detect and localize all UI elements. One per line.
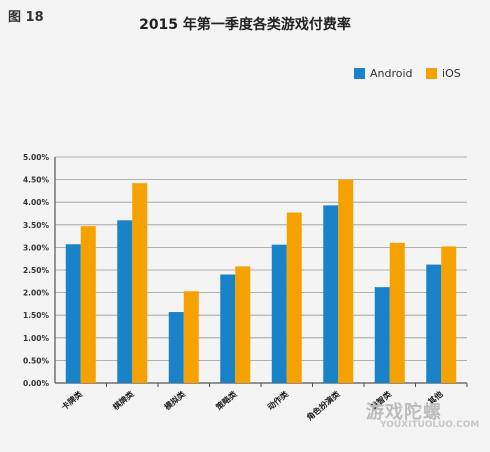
- y-tick-label: 5.00%: [23, 153, 50, 162]
- y-tick-label: 3.00%: [23, 243, 50, 252]
- bar-android: [220, 274, 236, 383]
- bar-ios: [286, 212, 302, 383]
- y-tick-label: 4.00%: [23, 198, 50, 207]
- y-tick-label: 4.50%: [23, 176, 50, 185]
- bar-ios: [441, 246, 457, 383]
- chart-legend: Android iOS: [354, 67, 471, 82]
- y-tick-label: 0.50%: [23, 356, 50, 365]
- legend-label-android: Android: [370, 67, 413, 80]
- legend-swatch-android: [354, 68, 365, 79]
- bar-ios: [235, 266, 251, 383]
- bar-android: [323, 205, 339, 383]
- figure-label: 图 18: [8, 10, 44, 25]
- bar-android: [168, 312, 184, 383]
- chart-title: 2015 年第一季度各类游戏付费率: [139, 17, 351, 33]
- bar-android: [65, 244, 81, 383]
- y-tick-label: 2.00%: [23, 289, 50, 298]
- legend-item-android: Android: [354, 67, 413, 80]
- legend-label-ios: iOS: [442, 67, 461, 80]
- watermark-logo: 游戏陀螺: [366, 398, 442, 424]
- bar-ios: [183, 291, 199, 383]
- legend-swatch-ios: [426, 68, 438, 79]
- y-tick-label: 1.50%: [23, 311, 50, 320]
- x-tick-label: 动作类: [265, 389, 290, 412]
- y-tick-label: 0.00%: [23, 379, 50, 388]
- watermark-subtext: YOUXITUOLUO.COM: [380, 420, 480, 430]
- bar-ios: [132, 183, 148, 383]
- bar-android: [426, 264, 442, 383]
- bar-ios: [338, 179, 354, 383]
- y-tick-label: 1.00%: [23, 334, 50, 343]
- x-tick-label: 卡牌类: [59, 389, 84, 412]
- watermark-text: 游戏陀螺: [366, 402, 442, 423]
- bar-android: [271, 244, 287, 383]
- y-tick-label: 2.50%: [23, 266, 50, 275]
- x-tick-label: 策略类: [214, 389, 239, 412]
- x-tick-label: 角色扮演类: [304, 389, 341, 422]
- bar-android: [374, 287, 390, 383]
- bar-ios: [389, 242, 405, 383]
- y-tick-label: 3.50%: [23, 221, 50, 230]
- x-tick-label: 模拟类: [162, 389, 187, 412]
- legend-item-ios: iOS: [426, 67, 461, 80]
- x-tick-label: 棋牌类: [110, 389, 136, 413]
- bar-ios: [80, 226, 96, 383]
- bar-android: [117, 220, 133, 383]
